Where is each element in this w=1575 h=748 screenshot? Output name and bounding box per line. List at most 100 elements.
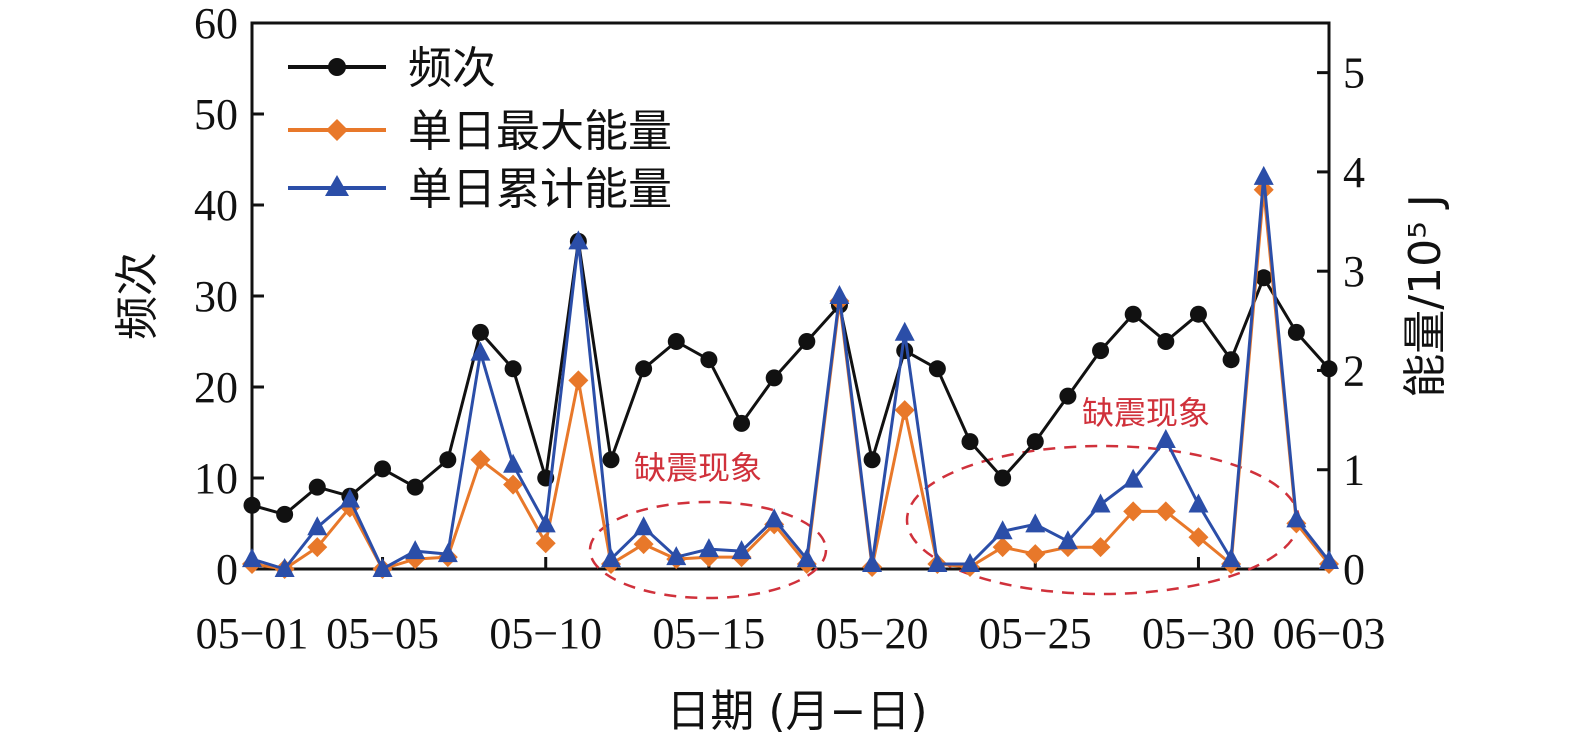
data-point: [274, 558, 295, 577]
y-right-tick-label: 3: [1343, 247, 1365, 296]
data-point: [731, 540, 752, 560]
annotation-ellipse-1: [588, 500, 828, 600]
x-axis-title: 日期 (月−日): [666, 686, 927, 737]
legend-item-total-energy: 单日累计能量: [288, 164, 672, 215]
data-point: [1090, 493, 1111, 513]
data-point: [339, 488, 360, 508]
data-point: [1092, 342, 1110, 360]
legend: 频次 单日最大能量 单日累计能量: [288, 43, 672, 215]
series-1: [242, 179, 1339, 579]
data-point: [666, 546, 687, 566]
data-point: [1155, 501, 1176, 522]
data-point: [601, 548, 621, 568]
data-point: [960, 553, 980, 573]
data-point: [961, 433, 979, 451]
y-left-tick-label: 40: [194, 181, 238, 230]
data-point: [1188, 527, 1209, 548]
y-right-tick-label: 5: [1343, 49, 1365, 98]
annotation-text-1: 缺震现象: [634, 449, 762, 487]
data-point: [308, 478, 326, 496]
data-point: [568, 370, 589, 391]
y-left-tick-label: 50: [194, 90, 238, 139]
series-line-0: [251, 239, 1331, 516]
series-layer: [242, 165, 1339, 579]
data-point: [667, 333, 685, 350]
data-point: [896, 342, 914, 360]
data-point: [1222, 351, 1240, 369]
data-point: [1221, 548, 1242, 568]
data-point: [535, 513, 556, 533]
series-line-2: [251, 175, 1331, 571]
data-point: [276, 505, 294, 523]
data-point: [439, 451, 457, 469]
data-point: [243, 496, 261, 514]
data-point: [1253, 165, 1274, 185]
data-point: [1188, 493, 1209, 513]
data-point: [1090, 537, 1111, 558]
data-point: [764, 508, 785, 528]
data-point: [863, 451, 881, 469]
left-axis: 0 10 20 30 40 50 60: [194, 0, 264, 594]
data-point: [470, 341, 491, 361]
legend-marker-frequency: [328, 58, 346, 76]
data-point: [1319, 550, 1339, 570]
y-left-tick-label: 20: [194, 363, 238, 412]
data-point: [471, 323, 489, 341]
data-point: [633, 534, 654, 555]
data-point: [1123, 501, 1144, 522]
x-tick-label: 05−20: [816, 609, 929, 658]
data-point: [437, 543, 458, 563]
data-point: [829, 285, 850, 304]
data-point: [698, 538, 719, 558]
annotation-text-2: 缺震现象: [1082, 394, 1210, 432]
x-tick-label: 05−15: [652, 609, 765, 658]
data-point: [633, 516, 654, 536]
y-right-tick-label: 0: [1343, 545, 1365, 594]
x-tick-label: 05−30: [1142, 609, 1255, 658]
y-right-tick-label: 4: [1343, 148, 1365, 197]
legend-item-frequency: 频次: [288, 43, 496, 94]
data-point: [1320, 360, 1338, 378]
data-point: [733, 414, 751, 432]
series-2: [242, 165, 1339, 577]
data-point: [372, 558, 393, 577]
legend-label-total-energy: 单日累计能量: [408, 164, 672, 215]
y-right-tick-label: 1: [1343, 446, 1365, 495]
series-line-1: [251, 188, 1331, 571]
data-point: [406, 478, 424, 496]
data-point: [1123, 468, 1144, 488]
data-point: [1059, 387, 1077, 405]
data-point: [862, 553, 883, 573]
data-point: [928, 360, 946, 378]
data-point: [927, 553, 948, 573]
data-point: [535, 533, 556, 554]
y-left-tick-label: 60: [194, 0, 238, 48]
y-left-tick-label: 30: [194, 272, 238, 321]
data-point: [994, 469, 1012, 487]
data-point: [1155, 428, 1176, 448]
data-point: [1026, 433, 1044, 451]
data-point: [504, 360, 522, 378]
data-point: [796, 548, 817, 568]
data-point: [1189, 305, 1207, 323]
legend-item-max-energy: 单日最大能量: [288, 106, 672, 157]
data-point: [992, 537, 1013, 558]
data-point: [374, 460, 392, 478]
legend-label-frequency: 频次: [408, 43, 496, 94]
data-point: [242, 548, 262, 568]
data-point: [992, 520, 1013, 540]
data-point: [307, 537, 328, 558]
x-tick-label: 05−25: [979, 609, 1092, 658]
data-point: [765, 369, 783, 387]
x-tick-label: 05−01: [196, 609, 309, 658]
data-point: [798, 333, 816, 350]
data-point: [1286, 508, 1307, 528]
y-left-tick-label: 0: [216, 545, 238, 594]
data-point: [602, 451, 620, 469]
data-point: [1025, 513, 1046, 533]
x-tick-label: 06−03: [1273, 609, 1386, 658]
data-point: [568, 230, 589, 250]
right-axis: 0 1 2 3 4 5: [1317, 49, 1365, 594]
data-point: [1124, 305, 1142, 323]
data-point: [700, 351, 718, 369]
